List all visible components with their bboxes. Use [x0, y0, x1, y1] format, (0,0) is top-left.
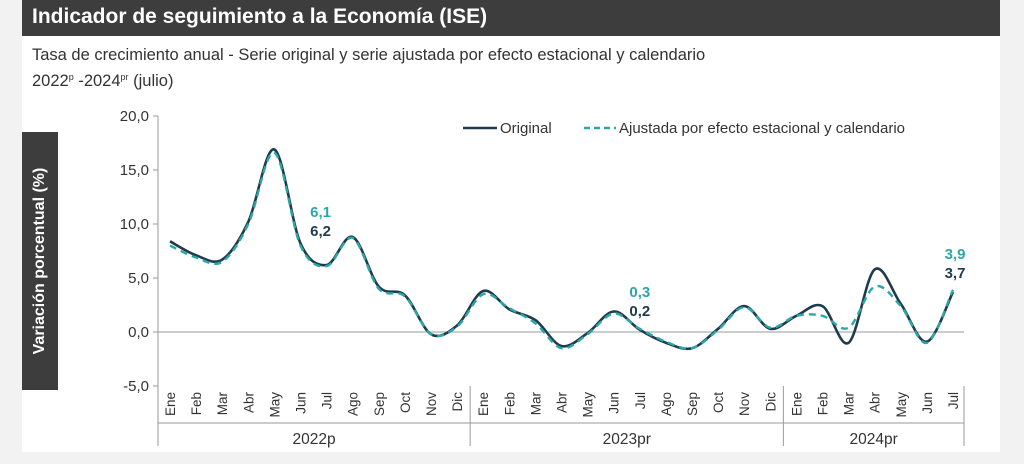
y-tick-label: 20,0: [120, 108, 149, 125]
x-tick-label: Ene: [476, 392, 491, 416]
x-tick-label: Sep: [685, 392, 700, 416]
subtitle-year-start: 2022: [32, 72, 69, 90]
chart-legend: Original Ajustada por efecto estacional y…: [463, 120, 905, 137]
x-tick-label: Oct: [711, 392, 726, 413]
page-title: Indicador de seguimiento a la Economía (…: [32, 5, 488, 28]
x-tick-label: Mar: [842, 391, 857, 415]
subtitle-line-1: Tasa de crecimiento anual - Serie origin…: [32, 46, 706, 64]
x-tick-label: Nov: [424, 392, 439, 416]
x-tick-label: Jul: [633, 392, 648, 409]
x-tick-label: Jul: [946, 392, 961, 409]
y-tick-label: 15,0: [120, 162, 149, 179]
data-label-adjusted: 6,1: [310, 204, 331, 221]
chart-card: [22, 0, 1000, 452]
y-axis-label-box: Variación porcentual (%): [22, 132, 58, 390]
x-tick-label: Abr: [555, 392, 570, 414]
data-label-adjusted: 3,9: [945, 246, 966, 263]
x-tick-label: Ene: [163, 392, 178, 416]
data-label-original: 3,7: [945, 265, 966, 282]
x-tick-label: Jun: [920, 392, 935, 414]
year-group-label: 2024pr: [850, 431, 898, 448]
x-tick-label: Ago: [346, 392, 361, 416]
x-tick-label: May: [581, 392, 596, 418]
subtitle-year-start-sup: p: [68, 72, 74, 82]
x-tick-label: Jun: [294, 392, 309, 414]
x-tick-label: Nov: [737, 392, 752, 416]
subtitle-year-end-sup: pr: [120, 72, 129, 82]
x-tick-label: Abr: [868, 392, 883, 414]
data-label-original: 0,2: [629, 303, 650, 320]
y-tick-label: 0,0: [128, 324, 149, 341]
x-tick-label: May: [267, 392, 282, 418]
subtitle-line-2: 2022p -2024pr (julio): [32, 66, 705, 92]
x-tick-label: Jul: [320, 392, 335, 409]
series-line-adjusted: [169, 151, 955, 350]
x-tick-label: Feb: [816, 392, 831, 415]
subtitle-year-end: -2024: [73, 72, 121, 90]
x-tick-label: Abr: [241, 392, 256, 414]
x-tick-label: May: [894, 392, 909, 418]
year-group-label: 2022p: [293, 431, 336, 448]
header-bar: Indicador de seguimiento a la Economía (…: [22, 0, 1000, 36]
x-tick-label: Ago: [659, 392, 674, 416]
y-tick-label: 5,0: [128, 270, 149, 287]
x-tick-label: Oct: [398, 392, 413, 413]
chart-subtitle: Tasa de crecimiento anual - Serie origin…: [32, 44, 705, 92]
x-tick-label: Ene: [789, 392, 804, 416]
subtitle-month: (julio): [128, 72, 174, 90]
data-label-adjusted: 0,3: [629, 284, 650, 301]
series-line-original: [169, 148, 955, 351]
x-tick-label: Mar: [528, 391, 543, 415]
x-tick-label: Dic: [450, 392, 465, 412]
x-tick-label: Feb: [502, 392, 517, 415]
year-group-label: 2023pr: [603, 431, 651, 448]
x-tick-label: Feb: [189, 392, 204, 415]
x-tick-label: Sep: [372, 392, 387, 416]
legend-label-adjusted: Ajustada por efecto estacional y calenda…: [619, 120, 905, 137]
legend-label-original: Original: [500, 120, 552, 137]
x-tick-label: Dic: [763, 392, 778, 412]
x-tick-label: Jun: [607, 392, 622, 414]
x-tick-label: Mar: [215, 391, 230, 415]
data-label-original: 6,2: [310, 223, 331, 240]
y-tick-label: -5,0: [123, 378, 149, 395]
y-tick-label: 10,0: [120, 216, 149, 233]
